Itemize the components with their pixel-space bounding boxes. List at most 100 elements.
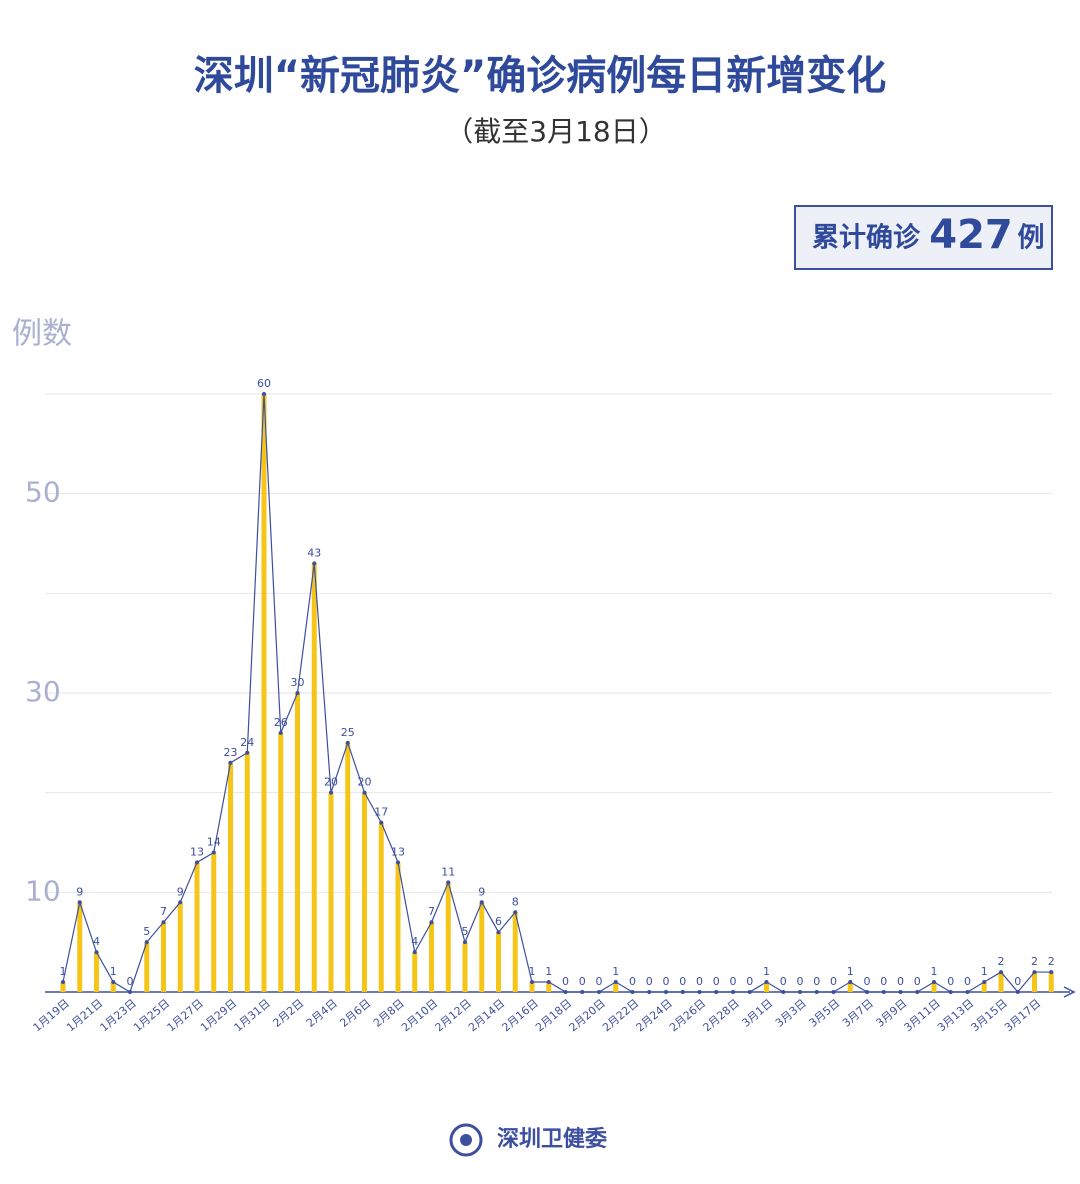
value-label: 8 (512, 895, 519, 908)
bar (395, 862, 401, 992)
bar (77, 902, 83, 992)
bar (295, 693, 300, 992)
bar (764, 982, 769, 992)
total-suffix: 例 (1018, 223, 1045, 254)
point (714, 990, 719, 994)
point (965, 990, 970, 994)
point (831, 990, 836, 994)
source-logo-core (460, 1134, 472, 1146)
x-tick-label: 2月12日 (433, 997, 474, 1035)
value-label: 9 (177, 885, 184, 898)
value-label: 1 (60, 965, 67, 978)
bar (378, 822, 384, 992)
point (915, 990, 920, 994)
bar (429, 922, 434, 992)
point (77, 900, 82, 905)
y-tick-label: 10 (25, 874, 61, 907)
x-tick-label: 3月3日 (773, 997, 809, 1030)
bar (362, 792, 367, 992)
x-tick-label: 2月14日 (466, 997, 507, 1035)
point (848, 980, 853, 985)
value-label: 1 (847, 965, 854, 978)
bar (998, 972, 1004, 992)
bar (412, 952, 418, 992)
bar (228, 762, 233, 992)
point (128, 990, 132, 994)
bar (546, 982, 552, 992)
point (865, 990, 869, 994)
value-label: 1 (763, 965, 770, 978)
value-label: 0 (746, 975, 753, 988)
bar (177, 902, 183, 992)
value-label: 1 (981, 965, 988, 978)
bar (462, 942, 468, 992)
value-label: 4 (93, 935, 100, 948)
point (446, 880, 451, 885)
x-tick-label: 3月11日 (902, 997, 943, 1035)
value-label: 1 (529, 965, 536, 978)
point (647, 990, 652, 994)
value-label: 0 (730, 975, 737, 988)
chart-title: 深圳“新冠肺炎”确诊病例每日新增变化 (194, 53, 887, 99)
x-axis-arrow (1063, 986, 1076, 998)
point (362, 790, 367, 795)
bar (161, 922, 166, 992)
value-label: 0 (629, 975, 636, 988)
value-label: 0 (579, 975, 586, 988)
point (61, 980, 65, 985)
value-label: 5 (143, 925, 150, 938)
point (563, 990, 568, 994)
bar (613, 982, 619, 992)
point (613, 980, 618, 985)
x-tick-label: 2月16日 (500, 997, 541, 1035)
point (764, 980, 769, 985)
value-label: 6 (495, 915, 502, 928)
x-tick-label: 3月13日 (935, 997, 976, 1035)
x-tick-label: 1月31日 (232, 997, 273, 1035)
value-label: 0 (797, 975, 804, 988)
value-label: 9 (478, 885, 485, 898)
value-label: 9 (76, 885, 83, 898)
value-label: 0 (914, 975, 921, 988)
x-tick-label: 2月24日 (634, 997, 675, 1035)
x-tick-label: 3月17日 (1002, 997, 1043, 1035)
x-tick-label: 1月27日 (165, 997, 206, 1035)
value-label: 26 (274, 716, 288, 729)
x-tick-label: 1月23日 (98, 997, 139, 1035)
value-label: 0 (646, 975, 653, 988)
value-label: 0 (947, 975, 954, 988)
point (245, 750, 250, 755)
total-value: 427 (929, 212, 1013, 258)
value-label: 2 (998, 955, 1005, 968)
bar (479, 902, 485, 992)
value-label: 0 (596, 975, 603, 988)
point (262, 392, 266, 396)
point (697, 990, 702, 994)
point (144, 940, 149, 945)
bar (496, 932, 501, 992)
bar (512, 912, 518, 992)
value-label: 0 (713, 975, 720, 988)
bar (110, 982, 116, 992)
value-label: 0 (127, 975, 134, 988)
point (731, 990, 735, 994)
value-label: 0 (880, 975, 887, 988)
value-label: 13 (190, 845, 204, 858)
point (999, 970, 1003, 975)
trend-line (62, 393, 1052, 993)
chart-subtitle: （截至3月18日） (445, 115, 666, 148)
point (479, 900, 484, 905)
total-box (794, 205, 1053, 270)
value-label: 20 (324, 776, 338, 789)
point (161, 920, 166, 925)
x-tick-label: 2月20日 (567, 997, 608, 1035)
bar (144, 942, 150, 992)
bar (847, 982, 853, 992)
point (211, 850, 216, 855)
value-label: 0 (663, 975, 670, 988)
value-label: 30 (291, 676, 305, 689)
point (747, 990, 752, 994)
value-label: 0 (1014, 975, 1021, 988)
value-label: 13 (391, 845, 405, 858)
